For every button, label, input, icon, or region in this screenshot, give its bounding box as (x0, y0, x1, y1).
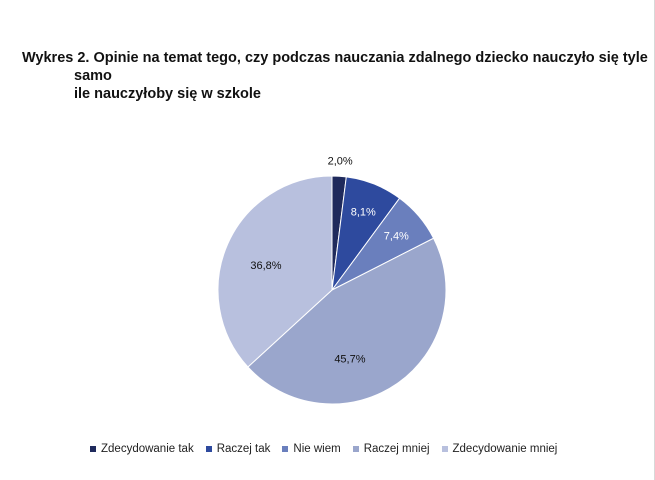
legend-swatch-4 (352, 446, 359, 452)
legend-item-3: Nie wiem (282, 443, 341, 455)
data-label-3: 7,4% (384, 230, 409, 242)
legend-label-1: Zdecydowanie tak (101, 443, 194, 455)
chart-legend: Zdecydowanie tak Raczej tak Nie wiem Raczej… (90, 443, 569, 455)
data-label-2: 8,1% (351, 207, 376, 219)
pie-slice-5 (217, 175, 333, 368)
legend-label-3: Nie wiem (293, 443, 341, 455)
legend-swatch-1 (90, 446, 96, 452)
data-label-4: 45,7% (334, 353, 365, 365)
chart-title-line-2: samo (74, 68, 112, 84)
legend-item-1: Zdecydowanie tak (90, 443, 194, 455)
legend-label-2: Raczej tak (216, 443, 271, 455)
legend-swatch-2 (205, 446, 212, 452)
data-label-5: 36,8% (250, 260, 281, 272)
legend-swatch-3 (282, 446, 289, 452)
pie-chart: 2,0% 8,1% 7,4% 45,7% 36,8% (217, 155, 447, 405)
legend-item-5: Zdecydowanie mniej (441, 443, 558, 455)
legend-label-5: Zdecydowanie mniej (452, 443, 558, 455)
pie-slice-4 (247, 237, 447, 405)
legend-label-4: Raczej mniej (363, 443, 430, 455)
legend-item-4: Raczej mniej (352, 443, 430, 455)
legend-item-2: Raczej tak (205, 443, 271, 455)
chart-title: Wykres 2. Opinie na temat tego, czy podc… (22, 49, 648, 103)
chart-title-line-3: ile nauczyłoby się w szkole (74, 86, 261, 102)
legend-swatch-5 (441, 446, 448, 452)
data-label-1: 2,0% (328, 155, 353, 167)
chart-title-line-1: Wykres 2. Opinie na temat tego, czy podc… (22, 50, 648, 66)
